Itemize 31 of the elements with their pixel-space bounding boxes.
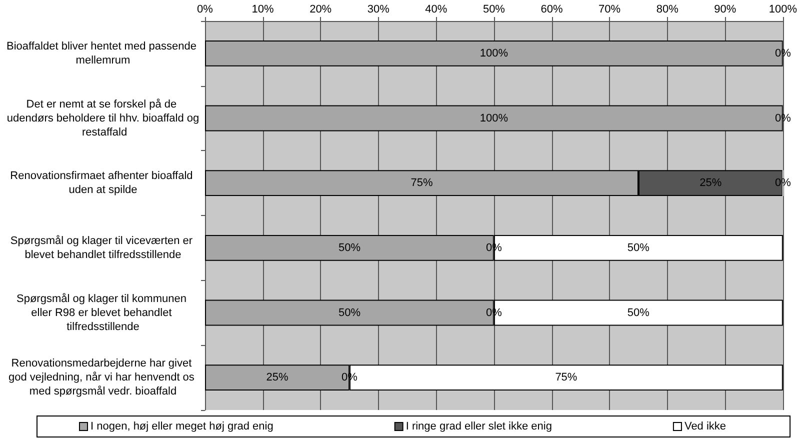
- data-label: 75%: [555, 372, 578, 384]
- x-tick-label: 70%: [598, 4, 621, 16]
- data-label: 0%: [774, 177, 792, 190]
- data-label: 50%: [338, 242, 361, 254]
- x-tick-label: 0%: [197, 4, 214, 16]
- data-label: 25%: [266, 372, 288, 384]
- data-label: 100%: [480, 112, 508, 124]
- legend-label: I nogen, høj eller meget høj grad enig: [90, 420, 274, 432]
- x-tick-label: 50%: [482, 4, 506, 16]
- y-tick-label: Renovationsfirmaet afhenter bioaffald uden at spilde: [10, 170, 196, 196]
- y-tick-label: Spørgsmål og klager til kommunen eller R98 er blevet behandlet tilfredsstillende: [16, 292, 190, 333]
- data-label: 50%: [627, 242, 650, 254]
- y-tick-label: Det er nemt at se forskel på de udendørs beholdere til hhv. bioaffald og restaffald: [6, 98, 200, 138]
- x-tick-label: 90%: [714, 4, 736, 16]
- x-tick-label: 60%: [540, 4, 563, 16]
- x-tick-label: 10%: [252, 4, 274, 16]
- x-tick-label: 100%: [768, 4, 798, 16]
- data-label: 75%: [410, 177, 433, 190]
- y-tick-label: Spørgsmål og klager til viceværten er blevet behandlet tilfredsstillende: [10, 234, 196, 261]
- data-label: 25%: [700, 177, 722, 190]
- data-label: 50%: [338, 306, 361, 319]
- y-tick-label: Bioaffaldet bliver hentet med passende mellemrum: [6, 40, 200, 66]
- x-tick-label: 20%: [310, 4, 332, 16]
- x-tick-label: 40%: [425, 4, 448, 16]
- data-label: 100%: [480, 47, 508, 60]
- y-tick-label: Renovationsmedarbejderne har givet god vejledning, når vi har henvendt os med spørgsmål vedr. bioaffald: [8, 358, 198, 398]
- data-label: 50%: [627, 306, 650, 319]
- x-tick-label: 30%: [367, 4, 390, 16]
- legend-label: Ved ikke: [684, 420, 726, 432]
- legend-label: I ringe grad eller slet ikke enig: [406, 420, 552, 432]
- x-tick-label: 80%: [656, 4, 679, 16]
